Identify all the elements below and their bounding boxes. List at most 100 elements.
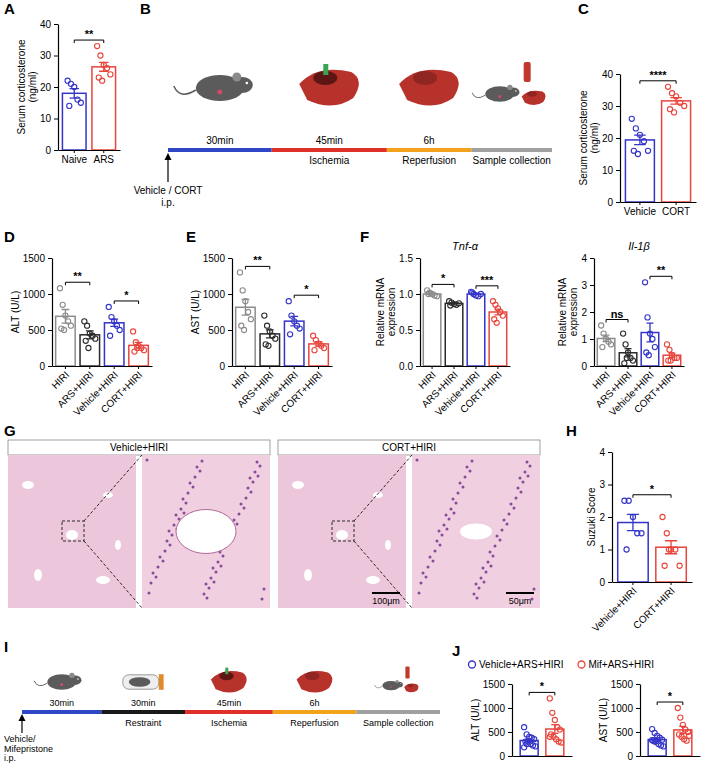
nucleus xyxy=(201,460,204,463)
panel-letter: D xyxy=(4,228,15,245)
tick-mark xyxy=(48,330,52,331)
tick-mark xyxy=(228,258,232,259)
error-bar xyxy=(315,342,323,346)
tick: 0 xyxy=(581,361,594,372)
tick-mark xyxy=(508,756,512,757)
data-point xyxy=(96,75,101,80)
chart: 01234Vehicle+HIRICORT+HIRISuzuki Score* xyxy=(586,447,692,634)
chart: 01234HIRIARS+HIRIVehicle+HIRICORT+HIRIRe… xyxy=(557,240,684,418)
step-name: Sample collection xyxy=(363,718,434,728)
timeline-segment xyxy=(168,148,272,152)
data-point xyxy=(297,326,302,331)
y-axis: 01234 xyxy=(581,253,594,372)
tick-label: CORT+HIRI xyxy=(279,369,325,415)
histology: Vehicle+HIRI xyxy=(8,440,270,608)
scale-bar-label: 50μm xyxy=(509,596,532,606)
significance-bracket xyxy=(65,282,89,285)
significance-label: * xyxy=(650,483,655,495)
nucleus xyxy=(245,497,248,500)
axis-line xyxy=(640,685,641,757)
nucleus xyxy=(152,572,155,575)
tick-label: 30 xyxy=(40,50,52,61)
tick-mark xyxy=(228,294,232,295)
start-label: Vehicle / CORT xyxy=(134,185,203,196)
nucleus xyxy=(503,519,506,522)
data-point xyxy=(61,327,66,332)
mouse-tail xyxy=(472,93,485,98)
nucleus xyxy=(443,524,446,527)
bar xyxy=(625,140,654,202)
data-point xyxy=(86,345,91,350)
data-point xyxy=(60,302,65,307)
error-bar xyxy=(110,319,118,326)
axis-title-line: Relative mRNA xyxy=(375,278,386,347)
tick: 4 xyxy=(599,447,612,458)
nucleus xyxy=(445,514,448,517)
significance-bracket xyxy=(245,266,269,269)
axis-title-line: (ng/ml) xyxy=(27,71,38,102)
tick-mark xyxy=(432,366,433,369)
chart: 010203040NaiveARSSerum corticosterone(ng… xyxy=(16,19,121,165)
significance-bracket xyxy=(114,301,138,304)
bar xyxy=(445,303,463,366)
tick-label: 0.5 xyxy=(399,325,413,336)
y-axis: 010203040 xyxy=(40,19,59,156)
nucleus xyxy=(524,471,527,474)
tick-mark xyxy=(228,330,232,331)
data-point xyxy=(665,84,670,89)
mouse-ear xyxy=(396,680,399,683)
tick-mark xyxy=(497,366,498,369)
nucleus xyxy=(162,560,165,563)
bar xyxy=(309,344,329,366)
start-arrowhead xyxy=(165,153,172,160)
nucleus xyxy=(513,507,516,510)
tick-mark xyxy=(103,150,104,153)
x-axis: Naive ARS xyxy=(59,150,121,165)
tick-label: 1.0 xyxy=(399,289,413,300)
nucleus xyxy=(203,593,206,596)
significance-label: ** xyxy=(657,264,666,276)
bar xyxy=(104,323,124,366)
tick: 20 xyxy=(602,133,620,144)
data-point xyxy=(668,358,673,363)
nucleus xyxy=(517,487,520,490)
title-box xyxy=(278,440,540,455)
nucleus xyxy=(455,502,458,505)
panel-letter: G xyxy=(4,422,16,439)
tick: CORT+HIRI xyxy=(632,366,678,415)
nucleus xyxy=(429,556,432,559)
chart: 050010001500HIRIARS+HIRIVehicle+HIRICORT… xyxy=(10,253,153,418)
error-bar xyxy=(266,330,274,338)
data-point xyxy=(95,43,100,48)
nucleus xyxy=(452,498,455,501)
nucleus xyxy=(510,503,513,506)
nucleus xyxy=(196,466,199,469)
tick: 500 xyxy=(488,727,512,738)
annotations: **** xyxy=(640,69,676,84)
restrainer xyxy=(123,675,159,689)
tick: Naive xyxy=(61,150,87,165)
tick-label: ARS xyxy=(93,154,114,165)
marks xyxy=(618,498,687,582)
tick: 3 xyxy=(581,280,594,291)
nucleus xyxy=(236,523,239,526)
significance-bracket xyxy=(529,692,555,695)
significance-label: * xyxy=(540,680,545,692)
nucleus xyxy=(217,561,220,564)
tick-mark xyxy=(671,366,672,369)
data-point xyxy=(106,304,111,309)
tick-mark xyxy=(606,366,607,369)
nucleus xyxy=(256,461,259,464)
nucleus xyxy=(501,529,504,532)
tick: 1000 xyxy=(23,289,52,300)
data-point xyxy=(678,715,683,720)
tick: 30 xyxy=(602,101,620,112)
bar xyxy=(618,523,648,582)
nucleus xyxy=(527,475,530,478)
axis-title: ALT (U/L) xyxy=(470,699,481,741)
data-point xyxy=(630,358,635,363)
data-point xyxy=(241,327,246,332)
error-bar xyxy=(625,349,632,357)
error-bar xyxy=(429,293,436,295)
nucleus xyxy=(208,587,211,590)
